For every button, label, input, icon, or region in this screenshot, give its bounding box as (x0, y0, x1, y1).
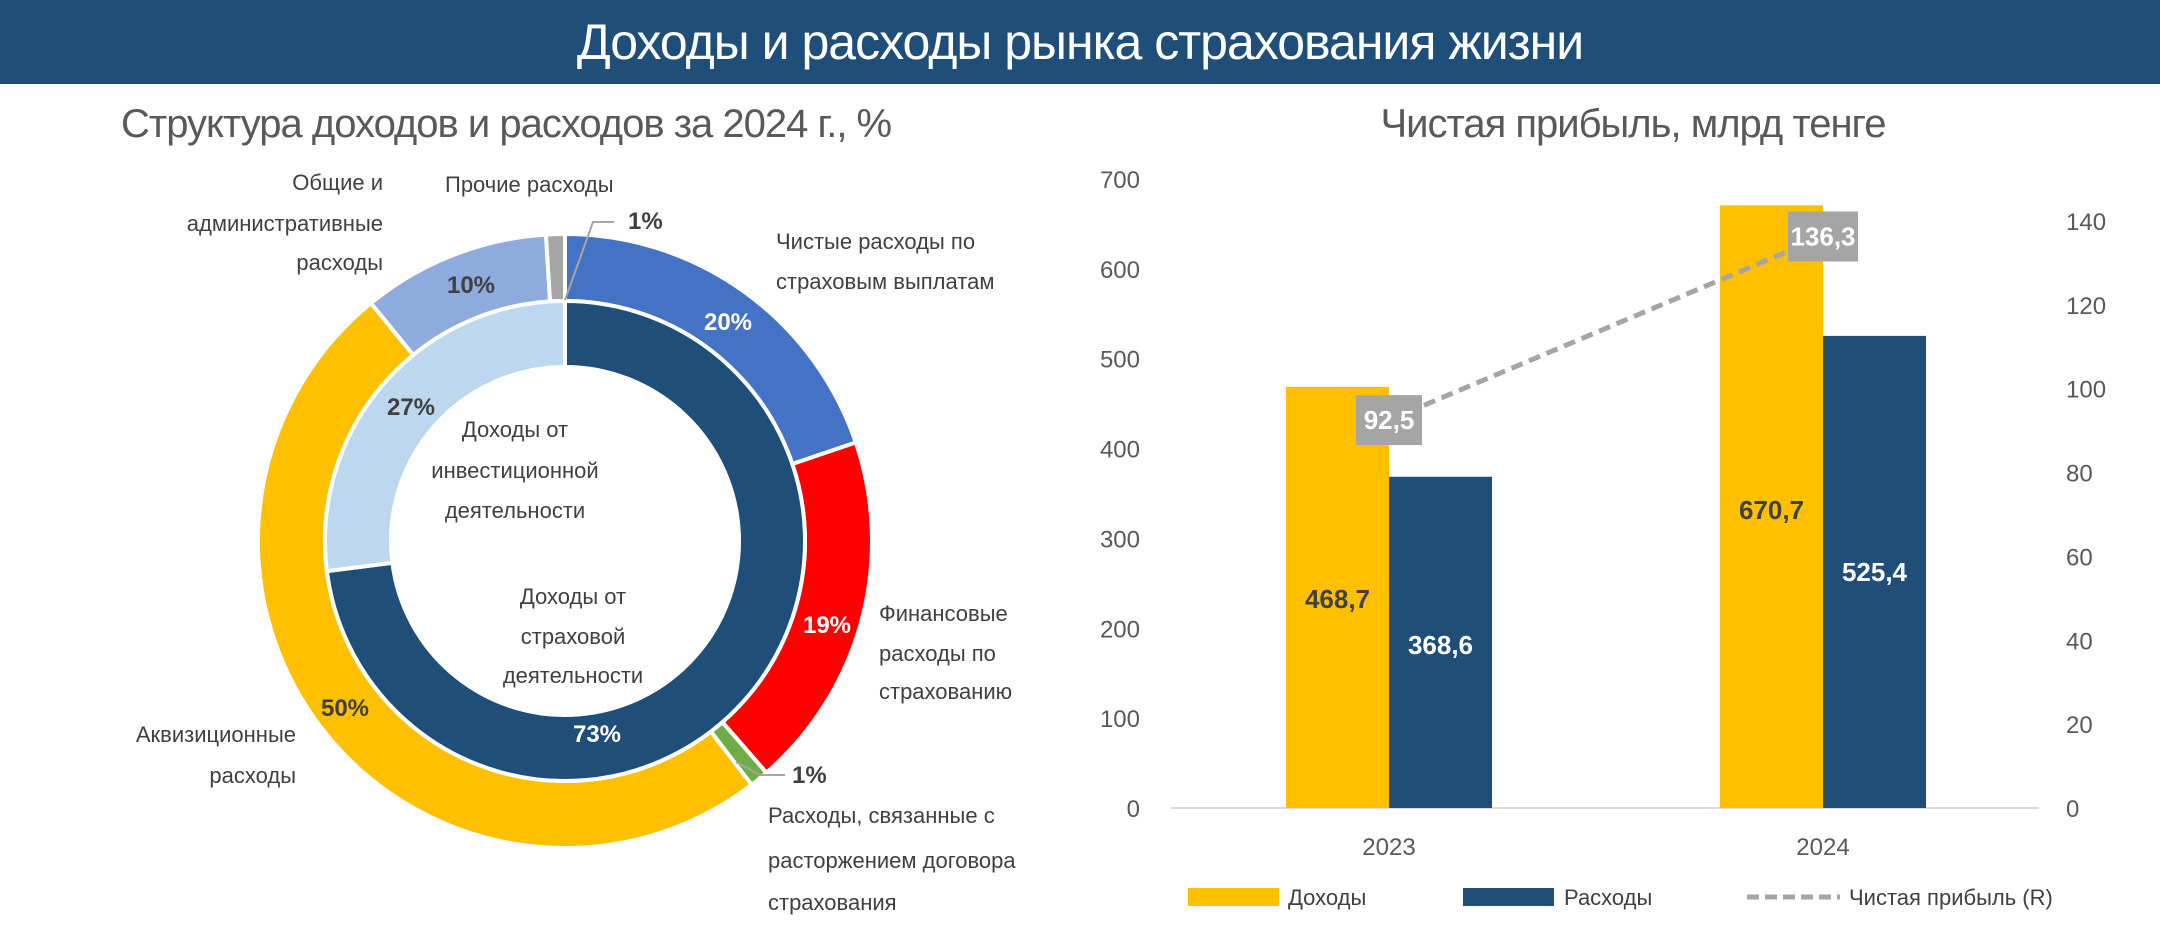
net-profit-line (1388, 234, 1824, 423)
label-line: Аквизиционные (136, 722, 296, 747)
y2-tick: 0 (2066, 796, 2079, 823)
bar-chart-title: Чистая прибыль, млрд тенге (1381, 102, 1886, 146)
label-line: Доходы от (520, 584, 626, 609)
pct-insurance-income: 73% (573, 721, 621, 748)
label-line: страховым выплатам (776, 269, 994, 294)
label-general-admin: Общие и административные расходы (187, 170, 383, 275)
legend-label-expenses: Расходы (1564, 885, 1652, 910)
net-profit-label-2024: 136,3 (1790, 221, 1855, 251)
inner-ring-slice-0 (324, 298, 807, 783)
pct-termination: 1% (792, 762, 827, 789)
label-termination: Расходы, связанные с расторжением догово… (768, 803, 1016, 915)
y2-tick: 80 (2066, 461, 2093, 488)
label-line: Расходы, связанные с (768, 803, 995, 828)
label-insurance-income: Доходы от страховой деятельности (503, 584, 643, 688)
page-title: Доходы и расходы рынка страхования жизни (576, 14, 1584, 70)
pct-investment-income: 27% (387, 394, 435, 421)
bar-income-2023 (1286, 386, 1389, 808)
label-line: страхованию (879, 679, 1012, 704)
y2-tick: 20 (2066, 712, 2093, 739)
label-line: Финансовые (879, 601, 1008, 626)
label-line: расходы (209, 763, 296, 788)
legend-label-net-profit: Чистая прибыль (R) (1849, 885, 2053, 910)
data-label-income-2024: 670,7 (1739, 495, 1804, 525)
pct-other-expenses: 1% (628, 208, 663, 235)
label-other-expenses: Прочие расходы (445, 172, 614, 197)
y2-tick: 140 (2066, 209, 2106, 236)
data-label-income-2023: 468,7 (1305, 584, 1370, 614)
y-tick: 400 (1100, 437, 1140, 464)
outer-ring-slice-5 (543, 231, 567, 304)
data-label-expenses-2024: 525,4 (1842, 557, 1908, 587)
y2-tick: 60 (2066, 544, 2093, 571)
label-line: расторжением договора (768, 848, 1016, 873)
donut-title: Структура доходов и расходов за 2024 г.,… (121, 102, 892, 146)
bar-expenses-2023 (1389, 476, 1492, 808)
y2-tick: 40 (2066, 628, 2093, 655)
legend-swatch-income (1188, 888, 1279, 906)
x-tick-2024: 2024 (1796, 834, 1849, 861)
net-profit-label-box-2023 (1356, 395, 1422, 446)
left-axis-ticks: 0 100 200 300 400 500 600 700 (1100, 167, 1140, 823)
y-tick: 500 (1100, 347, 1140, 374)
label-line: расходы по (879, 641, 996, 666)
pct-net-claims: 20% (704, 309, 752, 336)
label-line: страхования (768, 890, 897, 915)
y2-tick: 120 (2066, 293, 2106, 320)
legend: Доходы Расходы Чистая прибыль (R) (1188, 885, 2053, 910)
pct-acquisition: 50% (321, 695, 369, 722)
leader-line-termination (735, 761, 785, 776)
net-profit-label-2023: 92,5 (1364, 405, 1415, 435)
bar-expenses-2024 (1823, 335, 1926, 808)
x-tick-2023: 2023 (1362, 834, 1415, 861)
y-tick: 300 (1100, 526, 1140, 553)
label-financial-expenses: Финансовые расходы по страхованию (879, 601, 1012, 704)
y2-tick: 100 (2066, 377, 2106, 404)
net-profit-label-box-2024 (1788, 211, 1858, 262)
label-investment-income: Доходы от инвестиционной деятельности (431, 417, 598, 523)
label-acquisition: Аквизиционные расходы (136, 722, 296, 788)
right-axis-ticks: 0 20 40 60 80 100 120 140 (2066, 209, 2106, 823)
pct-general-admin: 10% (447, 272, 495, 299)
y-tick: 600 (1100, 257, 1140, 284)
legend-swatch-expenses (1463, 888, 1554, 906)
label-line: деятельности (503, 663, 643, 688)
label-line: Общие и (292, 170, 383, 195)
label-line: инвестиционной (431, 458, 598, 483)
label-net-claims: Чистые расходы по страховым выплатам (776, 229, 994, 294)
label-line: деятельности (445, 498, 585, 523)
y-tick: 200 (1100, 616, 1140, 643)
label-line: расходы (296, 250, 383, 275)
header-bar: Доходы и расходы рынка страхования жизни (0, 0, 2160, 84)
y-tick: 100 (1100, 706, 1140, 733)
data-label-expenses-2023: 368,6 (1408, 630, 1473, 660)
bar-chart: 468,7 670,7 368,6 525,4 92,5 136,3 (1171, 205, 2039, 809)
y-tick: 700 (1100, 167, 1140, 194)
label-line: Чистые расходы по (776, 229, 975, 254)
donut-chart (256, 231, 874, 851)
inner-ring-slice-1 (323, 298, 567, 574)
bar-income-2024 (1720, 205, 1823, 809)
label-line: Доходы от (462, 417, 568, 442)
y-tick: 0 (1127, 796, 1140, 823)
legend-label-income: Доходы (1288, 885, 1366, 910)
pct-financial-expenses: 19% (803, 612, 851, 639)
leader-line-other (564, 221, 614, 301)
label-line: страховой (521, 624, 626, 649)
label-line: административные (187, 211, 383, 236)
